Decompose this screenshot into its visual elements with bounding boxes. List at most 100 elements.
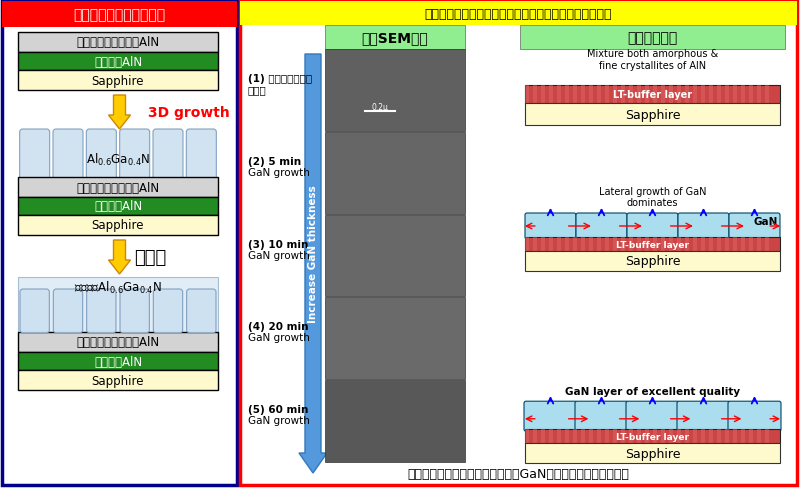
Bar xyxy=(685,238,689,251)
FancyArrow shape xyxy=(299,55,327,473)
Text: GaN growth: GaN growth xyxy=(248,415,310,426)
Text: 成長モデル図: 成長モデル図 xyxy=(627,31,678,45)
Text: GaN layer of excellent quality: GaN layer of excellent quality xyxy=(565,386,740,396)
FancyBboxPatch shape xyxy=(627,214,678,240)
Bar xyxy=(18,332,218,352)
Bar xyxy=(597,429,601,443)
Text: Al$_{0.6}$Ga$_{0.4}$N: Al$_{0.6}$Ga$_{0.4}$N xyxy=(86,151,150,167)
Bar xyxy=(701,429,705,443)
Bar xyxy=(693,86,697,104)
Bar xyxy=(597,86,601,104)
Bar xyxy=(589,86,593,104)
Bar xyxy=(525,429,780,443)
Bar xyxy=(18,278,218,332)
Text: 低温バッファ層を用いて高品質なGaNを得る方法（赤崎方式）: 低温バッファ層を用いて高品質なGaNを得る方法（赤崎方式） xyxy=(407,468,630,481)
Bar xyxy=(549,429,553,443)
FancyBboxPatch shape xyxy=(678,214,729,240)
Bar xyxy=(645,429,649,443)
Text: Sapphire: Sapphire xyxy=(92,374,144,386)
Text: ホモエピタキシャルAlN: ホモエピタキシャルAlN xyxy=(77,336,159,349)
FancyBboxPatch shape xyxy=(86,289,116,333)
Bar xyxy=(18,178,218,198)
Bar xyxy=(677,429,681,443)
Bar xyxy=(749,429,753,443)
Bar xyxy=(18,33,218,53)
Bar xyxy=(613,86,617,104)
Bar xyxy=(693,238,697,251)
Bar xyxy=(325,133,465,214)
Text: LT-buffer layer: LT-buffer layer xyxy=(616,240,689,249)
Text: Increase GaN thickness: Increase GaN thickness xyxy=(308,185,318,323)
FancyBboxPatch shape xyxy=(728,401,781,431)
Bar xyxy=(725,429,729,443)
Bar xyxy=(677,238,681,251)
Text: スパッタAlN: スパッタAlN xyxy=(94,55,142,68)
Text: GaN growth: GaN growth xyxy=(248,333,310,343)
Bar xyxy=(613,238,617,251)
Bar xyxy=(725,86,729,104)
Bar xyxy=(669,429,673,443)
Bar xyxy=(541,86,545,104)
FancyBboxPatch shape xyxy=(525,214,576,240)
FancyBboxPatch shape xyxy=(729,214,780,240)
Bar xyxy=(653,86,657,104)
Bar xyxy=(765,238,769,251)
Bar xyxy=(18,71,218,91)
Text: Sapphire: Sapphire xyxy=(625,108,680,121)
Bar xyxy=(18,198,218,216)
Bar xyxy=(661,238,665,251)
Bar xyxy=(525,86,780,104)
Bar xyxy=(589,238,593,251)
FancyBboxPatch shape xyxy=(20,130,50,181)
Bar xyxy=(325,215,465,297)
FancyBboxPatch shape xyxy=(120,289,150,333)
Bar xyxy=(661,86,665,104)
Bar xyxy=(525,443,780,463)
Bar xyxy=(741,86,745,104)
Bar xyxy=(757,429,761,443)
FancyBboxPatch shape xyxy=(576,214,627,240)
Bar xyxy=(653,429,657,443)
Bar xyxy=(613,429,617,443)
Bar xyxy=(717,86,721,104)
Text: Sapphire: Sapphire xyxy=(92,219,144,232)
Bar xyxy=(717,238,721,251)
Bar xyxy=(637,86,641,104)
Bar xyxy=(565,238,569,251)
Bar xyxy=(661,429,665,443)
Bar xyxy=(749,238,753,251)
Bar xyxy=(741,238,745,251)
Bar xyxy=(725,238,729,251)
Bar xyxy=(629,238,633,251)
Bar xyxy=(240,2,797,485)
FancyBboxPatch shape xyxy=(53,130,83,181)
Bar xyxy=(541,238,545,251)
Bar xyxy=(533,429,537,443)
Bar xyxy=(637,429,641,443)
Bar xyxy=(629,86,633,104)
FancyBboxPatch shape xyxy=(524,401,577,431)
Bar xyxy=(18,352,218,370)
Text: GaN growth: GaN growth xyxy=(248,250,310,260)
Bar xyxy=(581,238,585,251)
FancyBboxPatch shape xyxy=(54,289,82,333)
Bar xyxy=(709,238,713,251)
FancyBboxPatch shape xyxy=(186,130,216,181)
Bar xyxy=(565,429,569,443)
Bar xyxy=(325,298,465,380)
Text: Sapphire: Sapphire xyxy=(625,255,680,268)
Bar xyxy=(605,238,609,251)
FancyBboxPatch shape xyxy=(677,401,730,431)
FancyBboxPatch shape xyxy=(626,401,679,431)
Text: Sapphire: Sapphire xyxy=(625,447,680,460)
Bar xyxy=(557,238,561,251)
Text: (2) 5 min: (2) 5 min xyxy=(248,157,301,166)
Text: 本研究課題のアプローチ: 本研究課題のアプローチ xyxy=(74,8,166,22)
Bar xyxy=(525,104,780,126)
FancyBboxPatch shape xyxy=(154,289,182,333)
Bar xyxy=(573,429,577,443)
Text: Sapphire: Sapphire xyxy=(92,74,144,87)
Text: 表面SEM写真: 表面SEM写真 xyxy=(362,31,428,45)
Text: LT-buffer layer: LT-buffer layer xyxy=(616,432,689,441)
Bar xyxy=(541,429,545,443)
